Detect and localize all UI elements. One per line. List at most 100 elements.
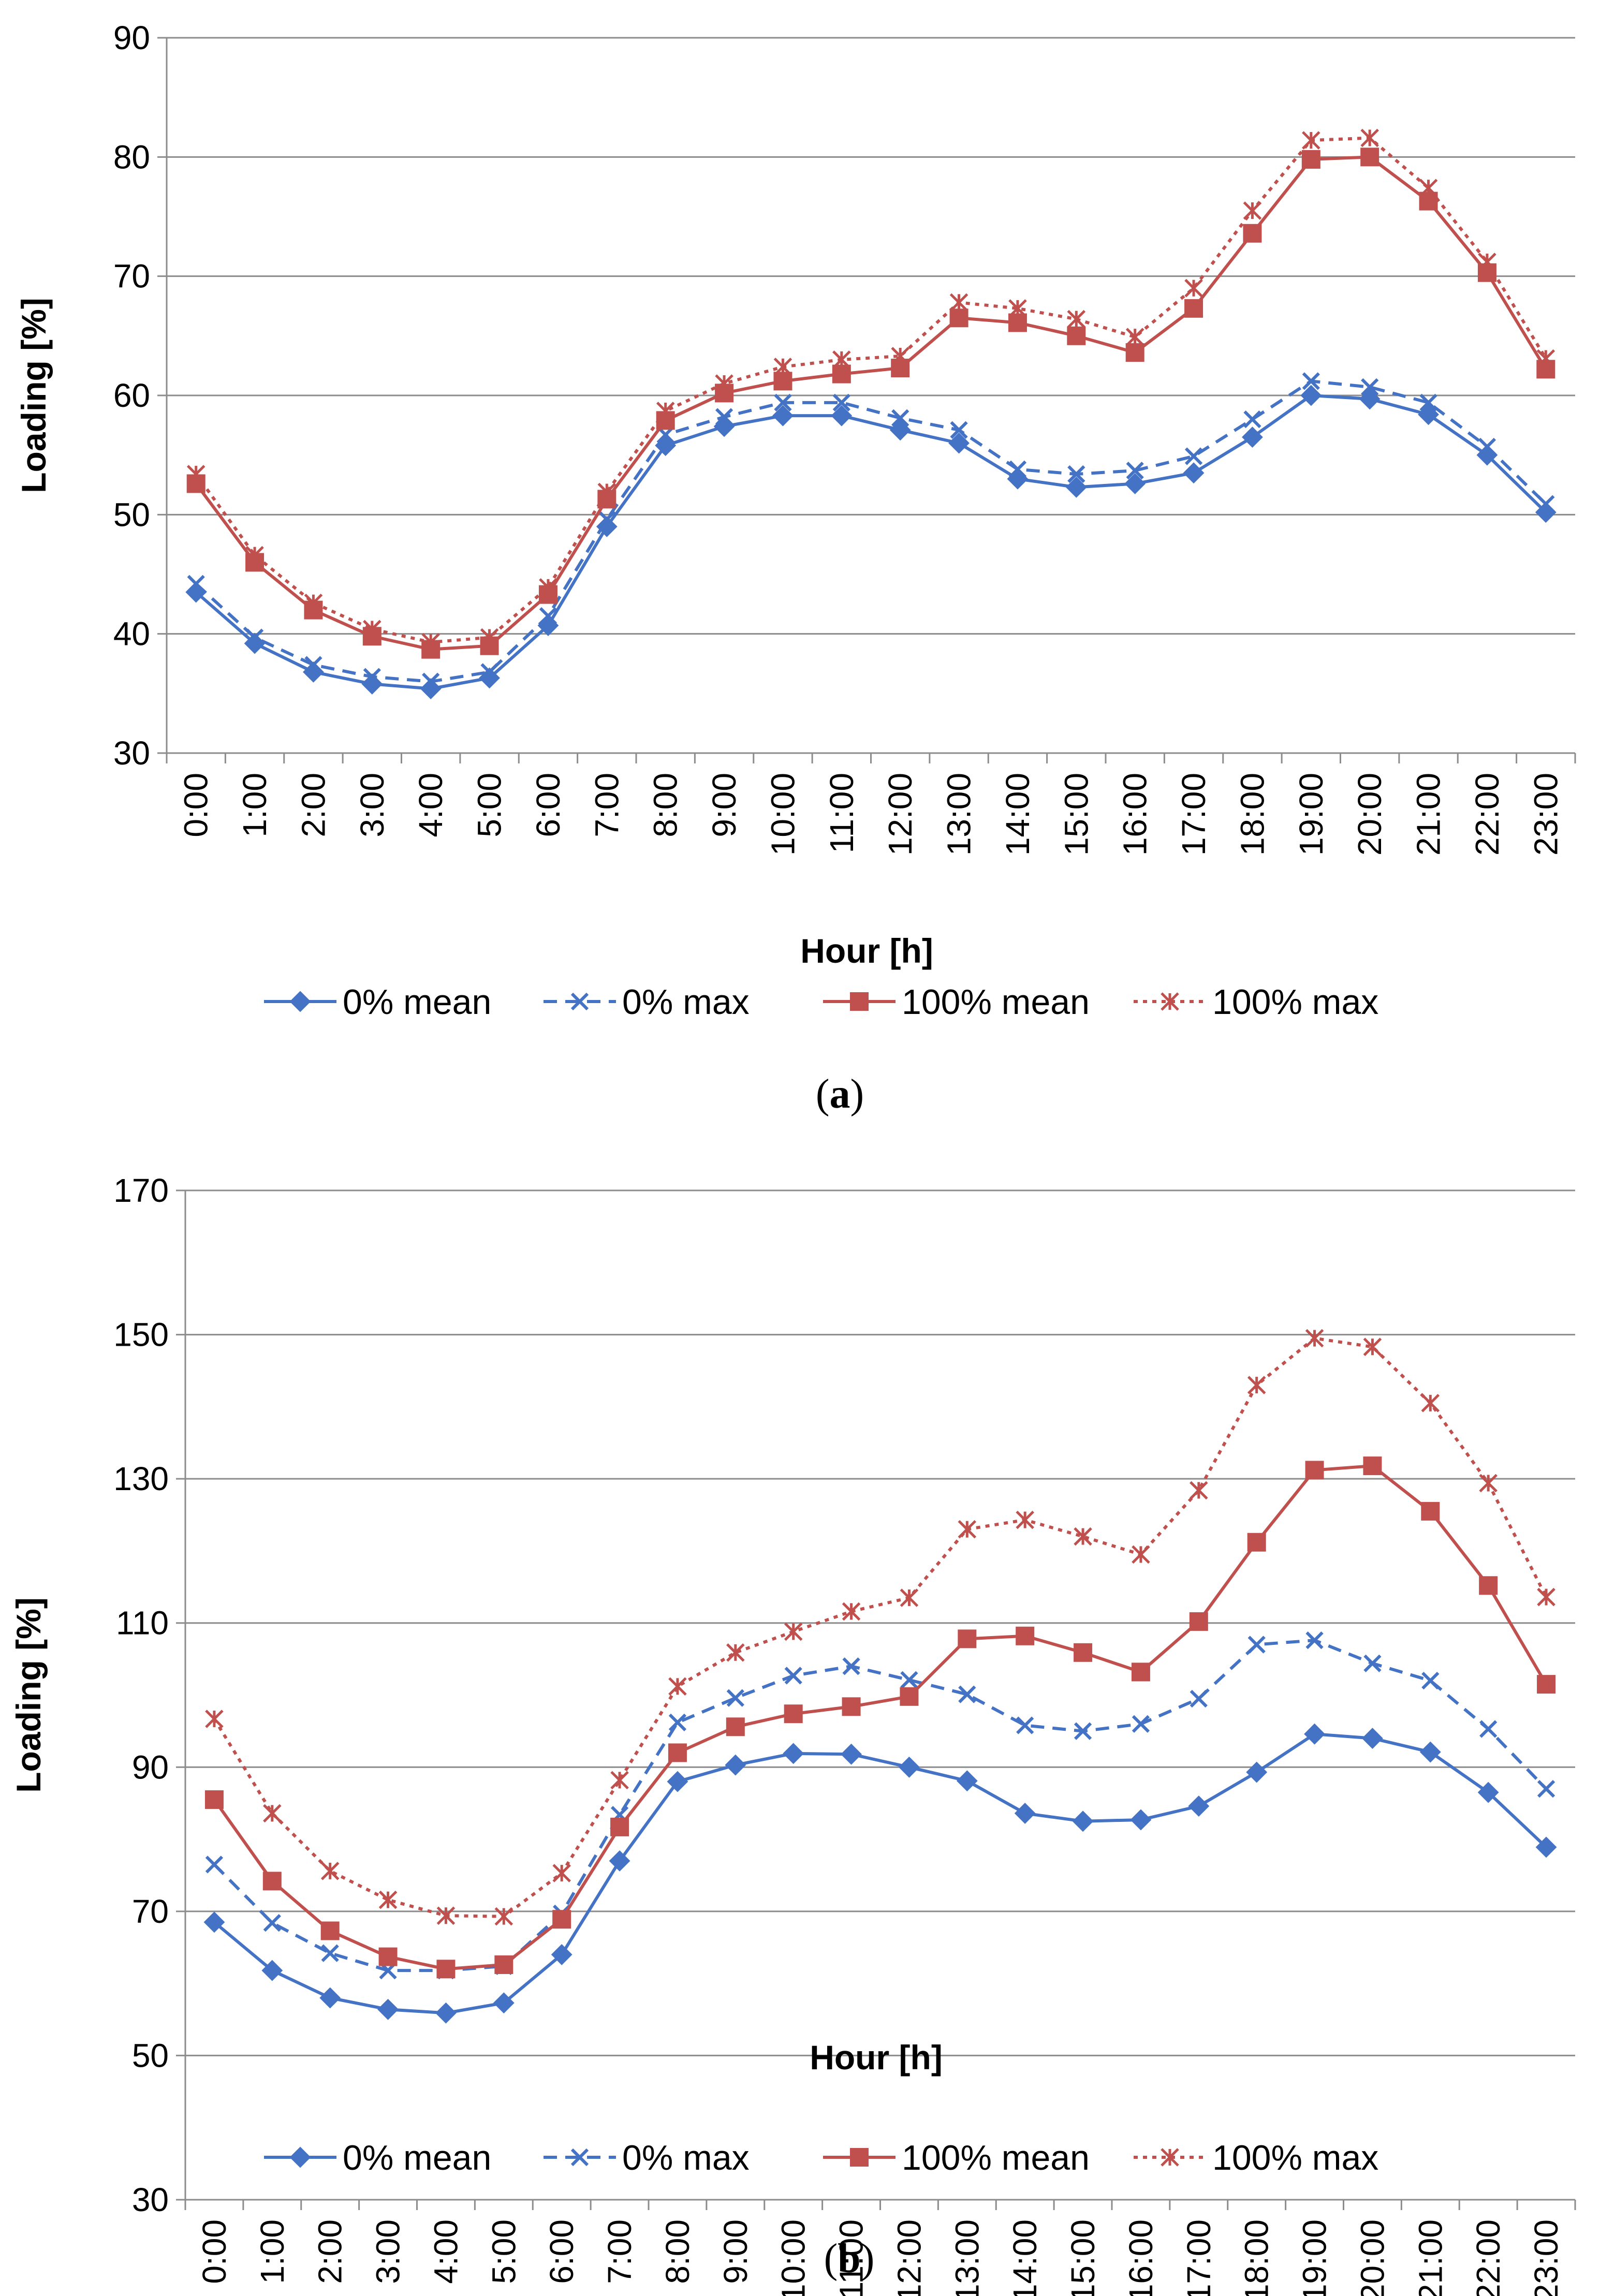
legend-marker-a-2 bbox=[850, 992, 869, 1011]
point-a-2-19 bbox=[1301, 150, 1320, 169]
point-b-0-16 bbox=[1130, 1809, 1152, 1831]
point-b-0-3 bbox=[377, 1998, 399, 2020]
x-tick-label-b-20: 20:00 bbox=[1354, 2219, 1391, 2296]
x-tick-label-a-4: 4:00 bbox=[412, 773, 449, 837]
point-a-3-15 bbox=[1067, 310, 1086, 329]
legend-label-b-2: 100% mean bbox=[902, 2138, 1090, 2177]
panel-caption-letter-a: a bbox=[830, 1071, 850, 1117]
legend-label-a-0: 0% mean bbox=[343, 982, 491, 1022]
point-a-1-4-stroke-b bbox=[422, 672, 440, 690]
point-b-0-18 bbox=[1246, 1761, 1268, 1783]
point-b-1-0-stroke-b bbox=[205, 1856, 224, 1874]
point-b-0-9 bbox=[725, 1754, 746, 1776]
x-tick-label-b-19: 19:00 bbox=[1296, 2219, 1333, 2296]
point-b-0-5 bbox=[493, 1992, 515, 2014]
x-tick-label-b-4: 4:00 bbox=[427, 2219, 464, 2284]
point-a-1-23-stroke-b bbox=[1537, 495, 1555, 513]
point-b-2-3 bbox=[378, 1947, 398, 1966]
y-tick-label-b-130: 130 bbox=[113, 1460, 169, 1497]
point-a-3-5 bbox=[480, 628, 499, 647]
legend-label-a-2: 100% mean bbox=[902, 982, 1090, 1022]
series-b-0 bbox=[203, 1723, 1557, 2024]
y-tick-label-b-150: 150 bbox=[113, 1316, 169, 1353]
point-a-0-16 bbox=[1124, 473, 1146, 494]
chart-panel-b: 30 50 70 90 110 130 150 170 0:00 1:00 2:00 3:00 4:00… bbox=[9, 1172, 1576, 2296]
x-tick-label-b-13: 13:00 bbox=[948, 2219, 986, 2296]
x-tick-label-b-5: 5:00 bbox=[485, 2219, 522, 2284]
point-a-2-16 bbox=[1125, 343, 1144, 362]
x-tick-label-b-6: 6:00 bbox=[543, 2219, 580, 2284]
point-a-1-17 bbox=[1184, 447, 1203, 465]
point-b-1-18 bbox=[1247, 1636, 1266, 1654]
point-b-1-22-stroke-b bbox=[1479, 1720, 1498, 1738]
x-axis-label-a: Hour [h] bbox=[800, 932, 933, 970]
point-a-1-6 bbox=[539, 607, 557, 625]
point-b-2-22 bbox=[1479, 1576, 1498, 1595]
point-a-1-13-stroke-b bbox=[950, 421, 968, 439]
x-tick-label-a-14: 14:00 bbox=[999, 773, 1036, 856]
point-b-0-10 bbox=[783, 1743, 804, 1764]
point-b-1-11-stroke-b bbox=[842, 1657, 860, 1675]
legend-marker-b-0 bbox=[289, 2146, 311, 2168]
point-a-2-18 bbox=[1243, 224, 1262, 243]
point-a-3-23 bbox=[1536, 349, 1555, 368]
point-a-0-17 bbox=[1183, 462, 1205, 484]
point-a-1-0-stroke-b bbox=[187, 575, 205, 593]
y-tick-label-a-60: 60 bbox=[113, 377, 150, 414]
point-b-3-17 bbox=[1190, 1481, 1208, 1500]
point-a-2-11 bbox=[832, 364, 851, 384]
x-tick-label-a-18: 18:00 bbox=[1234, 773, 1271, 856]
point-a-1-4 bbox=[422, 672, 440, 690]
point-b-1-21-stroke-b bbox=[1421, 1672, 1440, 1690]
x-tick-label-a-16: 16:00 bbox=[1117, 773, 1154, 856]
x-tick-label-a-21: 21:00 bbox=[1410, 773, 1447, 856]
point-b-2-2 bbox=[320, 1921, 340, 1940]
point-a-3-12 bbox=[891, 347, 909, 365]
point-b-1-12-stroke-b bbox=[900, 1671, 918, 1689]
y-tick-label-b-90: 90 bbox=[132, 1748, 169, 1786]
point-a-1-19 bbox=[1302, 372, 1320, 390]
panel-caption-letter-b: b bbox=[838, 2236, 861, 2282]
series-b-1 bbox=[205, 1631, 1555, 1980]
point-b-3-22 bbox=[1479, 1474, 1498, 1493]
x-tick-label-b-22: 22:00 bbox=[1470, 2219, 1507, 2296]
point-a-1-3 bbox=[363, 668, 381, 686]
point-a-0-3 bbox=[361, 673, 383, 695]
point-b-1-20 bbox=[1363, 1654, 1382, 1672]
point-b-1-21 bbox=[1421, 1672, 1440, 1690]
point-a-1-11 bbox=[832, 393, 850, 411]
point-a-3-21 bbox=[1419, 179, 1438, 197]
point-a-3-17 bbox=[1184, 278, 1203, 298]
x-tick-label-a-5: 5:00 bbox=[471, 773, 508, 837]
x-tick-label-a-20: 20:00 bbox=[1351, 773, 1388, 856]
x-tick-label-a-17: 17:00 bbox=[1175, 773, 1212, 856]
x-tick-label-b-3: 3:00 bbox=[370, 2219, 407, 2284]
point-b-3-8 bbox=[668, 1677, 687, 1696]
point-a-0-18 bbox=[1242, 426, 1263, 448]
point-a-1-13 bbox=[950, 421, 968, 439]
point-b-2-8 bbox=[668, 1743, 687, 1762]
legend-a: 0% mean 0% max 100% mean 100% max bbox=[264, 982, 1378, 1022]
point-b-1-1 bbox=[263, 1914, 281, 1932]
legend-b: 0% mean 0% max 100% mean 100% max bbox=[264, 2138, 1378, 2177]
point-a-3-6 bbox=[539, 578, 557, 597]
x-tick-label-a-6: 6:00 bbox=[530, 773, 567, 837]
point-a-1-9-stroke-b bbox=[715, 408, 733, 426]
x-tick-label-b-16: 16:00 bbox=[1122, 2219, 1159, 2296]
point-a-2-10 bbox=[773, 372, 792, 391]
point-a-1-5 bbox=[480, 663, 498, 681]
point-b-2-23 bbox=[1537, 1675, 1556, 1694]
y-tick-label-a-40: 40 bbox=[113, 615, 150, 653]
y-tick-label-b-70: 70 bbox=[132, 1893, 169, 1930]
x-tick-label-b-17: 17:00 bbox=[1180, 2219, 1217, 2296]
point-b-3-19 bbox=[1305, 1329, 1324, 1348]
legend-marker-b-2 bbox=[850, 2148, 869, 2167]
point-b-0-13 bbox=[956, 1770, 978, 1792]
x-tick-label-a-1: 1:00 bbox=[236, 773, 273, 837]
point-b-3-21 bbox=[1421, 1394, 1440, 1412]
point-a-0-19 bbox=[1300, 385, 1322, 406]
point-b-0-0 bbox=[203, 1911, 225, 1933]
point-a-3-9 bbox=[715, 374, 733, 393]
point-b-0-15 bbox=[1072, 1811, 1094, 1832]
point-b-1-15-stroke-b bbox=[1074, 1722, 1092, 1740]
